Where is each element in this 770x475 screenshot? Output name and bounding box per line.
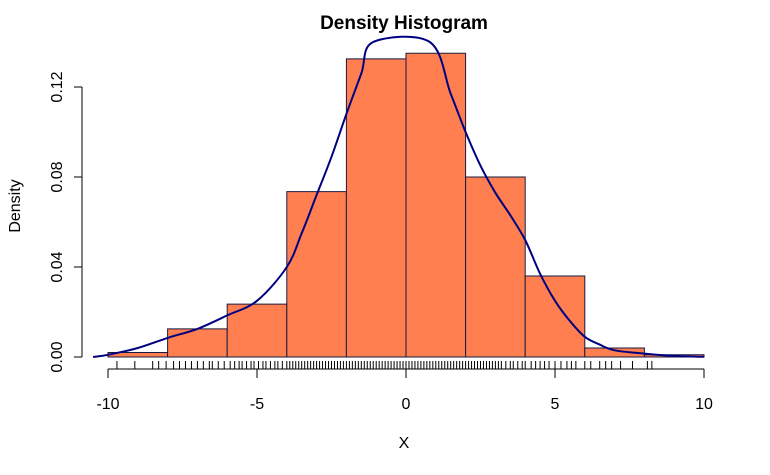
x-tick-label: 5 (551, 396, 560, 413)
y-tick-label: 0.04 (49, 251, 66, 282)
histogram-bar-5 (345, 58, 407, 358)
histogram-bar-9 (584, 347, 645, 358)
chart-title: Density Histogram (320, 13, 488, 34)
histogram-bar-7 (465, 176, 526, 358)
x-tick-label: -10 (96, 396, 119, 413)
x-tick-label: 0 (402, 396, 411, 413)
y-tick-label: 0.00 (49, 341, 66, 372)
histogram-bars (107, 52, 705, 358)
histogram-bar-4 (286, 191, 347, 358)
y-axis-label: Density (7, 179, 24, 232)
rug-marks (116, 361, 653, 369)
density-curve (92, 35, 705, 358)
y-tick-label: 0.08 (49, 161, 66, 192)
x-axis: -10 -5 0 5 10 (96, 368, 713, 413)
histogram-bar-6 (405, 52, 467, 358)
y-axis: 0.00 0.04 0.08 0.12 (49, 71, 83, 373)
y-tick-label: 0.12 (49, 71, 66, 102)
x-tick-label: -5 (250, 396, 264, 413)
histogram-bar-2 (167, 328, 228, 358)
x-tick-label: 10 (695, 396, 713, 413)
histogram-bar-8 (524, 275, 586, 358)
x-axis-label: X (399, 435, 410, 452)
